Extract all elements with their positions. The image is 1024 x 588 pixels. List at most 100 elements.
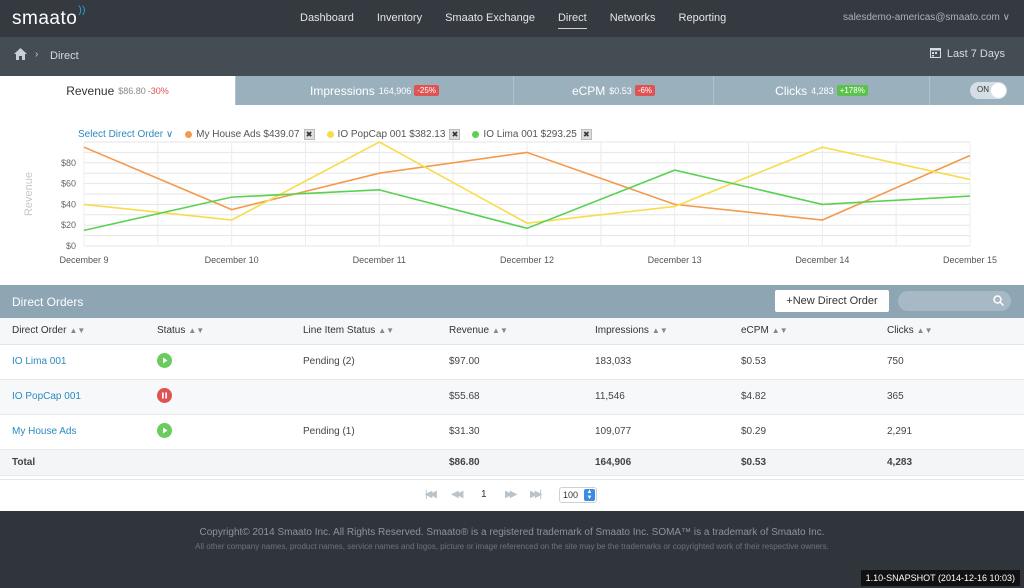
- tab-ecpm-label: eCPM: [571, 83, 606, 98]
- last-page-icon[interactable]: ▶▶|: [530, 489, 542, 500]
- chart-legend: Select Direct Order ∨ My House Ads $439.…: [78, 129, 604, 140]
- legend-item-io-lima-001: IO Lima 001 $293.25 ✖: [472, 129, 592, 140]
- account-menu[interactable]: salesdemo-americas@smaato.com ∨: [843, 12, 1010, 23]
- page-number[interactable]: 1: [481, 489, 487, 500]
- series-line-my-house-ads: [83, 146, 971, 221]
- on-off-toggle[interactable]: ON: [970, 82, 1007, 99]
- toggle-label: ON: [977, 85, 989, 94]
- revenue-cell: $55.68: [437, 379, 583, 415]
- play-icon[interactable]: [157, 352, 172, 368]
- version-badge: 1.10-SNAPSHOT (2014-12-16 10:03): [860, 570, 1020, 586]
- col-label: Impressions: [595, 325, 649, 337]
- pause-icon[interactable]: [157, 387, 172, 403]
- col-label: Revenue: [449, 325, 490, 337]
- search-input[interactable]: [898, 291, 1011, 311]
- date-range-picker[interactable]: Last 7 Days: [929, 47, 1005, 61]
- order-link[interactable]: IO Lima 001: [12, 356, 67, 367]
- order-link[interactable]: My House Ads: [12, 426, 77, 437]
- nav-direct[interactable]: Direct: [557, 0, 587, 37]
- table-row: My House Ads Pending (1) $31.30 109,077 …: [0, 414, 1024, 450]
- sort-icon: ▲▼: [188, 326, 205, 336]
- ecpm-cell: $0.29: [729, 414, 875, 450]
- line-item-status: Pending (2): [291, 344, 437, 380]
- y-tick-label: $20: [61, 220, 76, 230]
- chevron-right-icon: ›: [35, 49, 39, 60]
- y-tick-label: $0: [66, 241, 76, 251]
- logo-text: smaato: [12, 8, 78, 29]
- play-icon[interactable]: [157, 422, 172, 438]
- tab-impressions-value: 164,906: [378, 85, 412, 96]
- smaato-logo[interactable]: smaato )): [12, 5, 86, 30]
- clicks-cell: 365: [875, 379, 1024, 415]
- tab-revenue-value: $86.80: [118, 85, 146, 96]
- legend-dot: [472, 131, 480, 138]
- tab-clicks[interactable]: Clicks 4,283 +178%: [714, 76, 930, 105]
- total-impressions: 164,906: [583, 449, 729, 476]
- tab-impressions[interactable]: Impressions 164,906 -25%: [236, 76, 514, 105]
- orders-title: Direct Orders: [12, 295, 84, 309]
- table-row: IO Lima 001 Pending (2) $97.00 183,033 $…: [0, 344, 1024, 380]
- series-line-io-popcap-001: [83, 141, 971, 224]
- account-email: salesdemo-americas@smaato.com: [843, 12, 1000, 23]
- total-revenue: $86.80: [437, 449, 583, 476]
- col-impressions[interactable]: Impressions ▲▼: [583, 318, 729, 345]
- chevron-down-icon: ∨: [165, 129, 174, 140]
- per-page-select[interactable]: 100 ▲ ▼: [559, 487, 597, 503]
- nav-dashboard[interactable]: Dashboard: [300, 12, 354, 24]
- x-tick-label: December 10: [205, 255, 259, 265]
- col-label: Status: [157, 325, 186, 337]
- x-tick-label: December 14: [795, 255, 849, 265]
- select-arrows-icon: ▲ ▼: [584, 489, 595, 501]
- legend-dot: [185, 131, 193, 138]
- x-tick-label: December 12: [500, 255, 554, 265]
- nav-networks[interactable]: Networks: [609, 12, 656, 24]
- tab-ecpm[interactable]: eCPM $0.53 -6%: [514, 76, 714, 105]
- col-label: Direct Order: [12, 325, 67, 337]
- impressions-cell: 11,546: [583, 379, 729, 415]
- legend-label: IO Lima 001 $293.25: [483, 129, 577, 140]
- ecpm-cell: $0.53: [729, 344, 875, 380]
- total-clicks: 4,283: [875, 449, 1024, 476]
- remove-icon[interactable]: ✖: [303, 129, 315, 140]
- nav-smaato-exchange[interactable]: Smaato Exchange: [445, 12, 535, 24]
- ecpm-cell: $4.82: [729, 379, 875, 415]
- toggle-cell: ON: [930, 76, 1024, 105]
- tab-clicks-change: +178%: [836, 85, 868, 96]
- tab-impressions-label: Impressions: [310, 83, 375, 98]
- revenue-cell: $97.00: [437, 344, 583, 380]
- breadcrumb-current: Direct: [50, 50, 79, 62]
- select-direct-order-label: Select Direct Order: [78, 129, 164, 140]
- table-header-row: Direct Order ▲▼ Status ▲▼ Line Item Status…: [0, 318, 1024, 345]
- nav-reporting[interactable]: Reporting: [678, 12, 727, 24]
- new-direct-order-button[interactable]: +New Direct Order: [775, 290, 889, 312]
- first-page-icon[interactable]: |◀◀: [425, 489, 437, 500]
- col-status[interactable]: Status ▲▼: [145, 318, 291, 345]
- remove-icon[interactable]: ✖: [580, 129, 592, 140]
- legend-label: My House Ads $439.07: [196, 129, 300, 140]
- copyright-text: Copyright© 2014 Smaato Inc. All Rights R…: [199, 527, 825, 538]
- x-tick-label: December 11: [353, 255, 406, 265]
- order-link[interactable]: IO PopCap 001: [12, 391, 81, 402]
- revenue-cell: $31.30: [437, 414, 583, 450]
- next-page-icon[interactable]: ▶▶: [505, 489, 518, 500]
- clicks-cell: 750: [875, 344, 1024, 380]
- trademark-text: All other company names, product names, …: [195, 542, 829, 551]
- sort-icon: ▲▼: [771, 326, 788, 336]
- col-direct-order[interactable]: Direct Order ▲▼: [0, 318, 145, 345]
- tab-impressions-change: -25%: [414, 85, 439, 96]
- home-icon[interactable]: [14, 48, 27, 63]
- col-clicks[interactable]: Clicks ▲▼: [875, 318, 1024, 345]
- footer: Copyright© 2014 Smaato Inc. All Rights R…: [0, 511, 1024, 588]
- remove-icon[interactable]: ✖: [449, 129, 461, 140]
- col-line-item-status[interactable]: Line Item Status ▲▼: [291, 318, 437, 345]
- col-ecpm[interactable]: eCPM ▲▼: [729, 318, 875, 345]
- y-tick-label: $40: [61, 199, 76, 209]
- signal-icon: )): [78, 5, 86, 16]
- orders-table: Direct Order ▲▼ Status ▲▼ Line Item Status…: [0, 318, 1024, 476]
- tab-revenue[interactable]: Revenue $86.80 -30%: [0, 76, 236, 105]
- select-direct-order-dropdown[interactable]: Select Direct Order ∨: [78, 129, 173, 140]
- tab-clicks-value: 4,283: [811, 85, 834, 96]
- prev-page-icon[interactable]: ◀◀: [451, 489, 464, 500]
- nav-inventory[interactable]: Inventory: [376, 12, 423, 24]
- col-revenue[interactable]: Revenue ▲▼: [437, 318, 583, 345]
